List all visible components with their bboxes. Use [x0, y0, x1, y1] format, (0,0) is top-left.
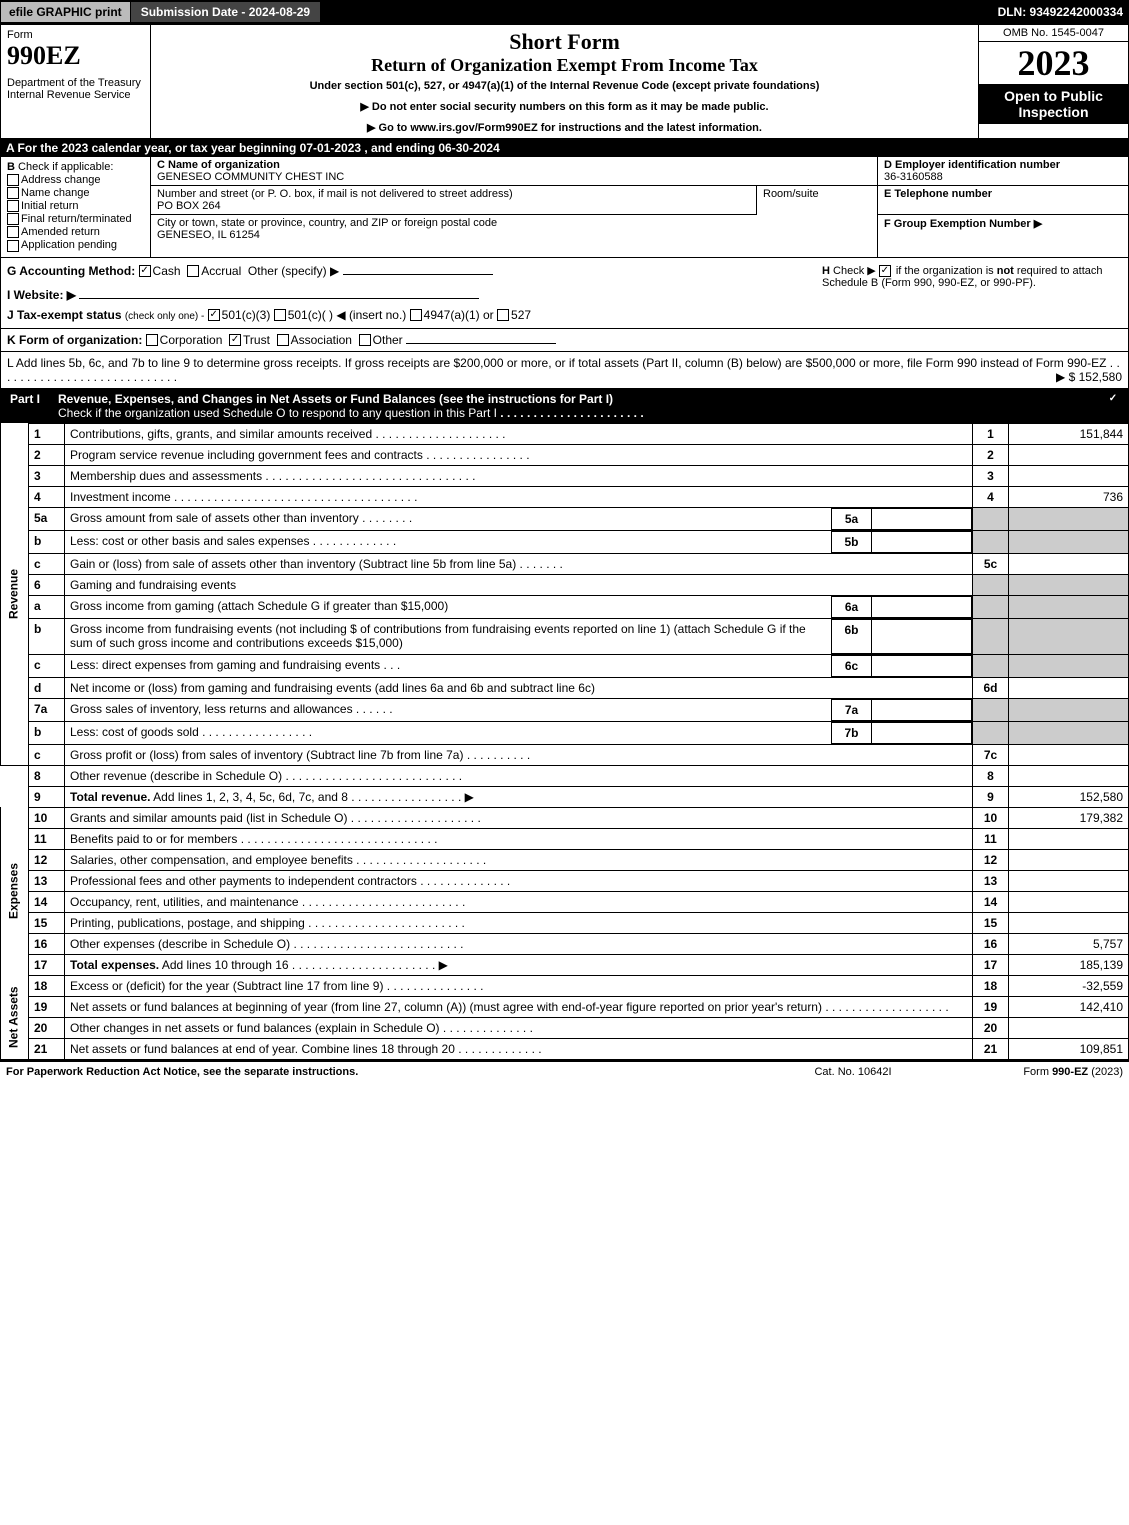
- title-return: Return of Organization Exempt From Incom…: [159, 55, 970, 76]
- section-bcdef: B Check if applicable: Address change Na…: [0, 157, 1129, 258]
- efile-print-button[interactable]: efile GRAPHIC print: [0, 1, 131, 23]
- row-gh: G Accounting Method: Cash Accrual Other …: [0, 258, 1129, 329]
- check-cash[interactable]: [139, 265, 151, 277]
- form-number: 990EZ: [7, 41, 144, 71]
- section-c: C Name of organization GENESEO COMMUNITY…: [151, 157, 878, 257]
- side-expenses: Expenses: [1, 807, 29, 975]
- check-corp[interactable]: [146, 334, 158, 346]
- line1-amount: 151,844: [1009, 423, 1129, 444]
- city-label: City or town, state or province, country…: [157, 217, 497, 229]
- h-text: Check ▶ if the organization is not requi…: [822, 265, 1103, 289]
- room-label: Room/suite: [757, 186, 877, 215]
- side-revenue: Revenue: [1, 423, 29, 765]
- check-assoc[interactable]: [277, 334, 289, 346]
- submission-date: Submission Date - 2024-08-29: [131, 2, 320, 22]
- line18-amount: -32,559: [1009, 975, 1129, 996]
- check-527[interactable]: [497, 309, 509, 321]
- omb-number: OMB No. 1545-0047: [979, 25, 1128, 42]
- line16-amount: 5,757: [1009, 933, 1129, 954]
- line17-amount: 185,139: [1009, 954, 1129, 975]
- part1-header: Part I Revenue, Expenses, and Changes in…: [0, 389, 1129, 423]
- check-h[interactable]: [879, 265, 891, 277]
- header-left: Form 990EZ Department of the Treasury In…: [1, 25, 151, 138]
- department: Department of the Treasury Internal Reve…: [7, 77, 144, 101]
- f-label: F Group Exemption Number ▶: [884, 218, 1042, 230]
- ein-value: 36-3160588: [884, 171, 943, 183]
- header-right: OMB No. 1545-0047 2023 Open to Public In…: [978, 25, 1128, 138]
- row-l: L Add lines 5b, 6c, and 7b to line 9 to …: [0, 352, 1129, 389]
- line21-amount: 109,851: [1009, 1038, 1129, 1059]
- tax-year: 2023: [979, 42, 1128, 84]
- form-ref: Form 990-EZ (2023): [943, 1066, 1123, 1078]
- section-b: B Check if applicable: Address change Na…: [1, 157, 151, 257]
- e-label: E Telephone number: [884, 188, 992, 200]
- cat-no: Cat. No. 10642I: [763, 1066, 943, 1078]
- gross-receipts: ▶ $ 152,580: [1056, 370, 1122, 384]
- street-label: Number and street (or P. O. box, if mail…: [157, 188, 513, 200]
- d-label: D Employer identification number: [884, 159, 1060, 171]
- row-a-tax-year: A For the 2023 calendar year, or tax yea…: [0, 139, 1129, 157]
- part1-tab: Part I: [0, 389, 50, 423]
- city-value: GENESEO, IL 61254: [157, 229, 260, 241]
- paperwork-notice: For Paperwork Reduction Act Notice, see …: [6, 1066, 763, 1078]
- c-name-label: C Name of organization: [157, 159, 280, 171]
- row-k: K Form of organization: Corporation Trus…: [0, 329, 1129, 352]
- check-amended[interactable]: Amended return: [7, 226, 144, 238]
- line19-amount: 142,410: [1009, 996, 1129, 1017]
- check-final-return[interactable]: Final return/terminated: [7, 213, 144, 225]
- subtitle: Under section 501(c), 527, or 4947(a)(1)…: [159, 80, 970, 92]
- dln: DLN: 93492242000334: [998, 5, 1129, 19]
- check-trust[interactable]: [229, 334, 241, 346]
- check-name-change[interactable]: Name change: [7, 187, 144, 199]
- check-address-change[interactable]: Address change: [7, 174, 144, 186]
- note-ssn: ▶ Do not enter social security numbers o…: [159, 100, 970, 113]
- form-header: Form 990EZ Department of the Treasury In…: [0, 24, 1129, 139]
- line4-amount: 736: [1009, 486, 1129, 507]
- check-4947[interactable]: [410, 309, 422, 321]
- top-bar: efile GRAPHIC print Submission Date - 20…: [0, 0, 1129, 24]
- header-middle: Short Form Return of Organization Exempt…: [151, 25, 978, 138]
- form-label: Form: [7, 29, 144, 41]
- title-short-form: Short Form: [159, 29, 970, 55]
- check-501c3[interactable]: [208, 309, 220, 321]
- check-501c[interactable]: [274, 309, 286, 321]
- check-accrual[interactable]: [187, 265, 199, 277]
- check-schedule-o[interactable]: [1107, 393, 1119, 405]
- section-def: D Employer identification number 36-3160…: [878, 157, 1128, 257]
- line9-amount: 152,580: [1009, 786, 1129, 807]
- street-value: PO BOX 264: [157, 200, 221, 212]
- check-initial-return[interactable]: Initial return: [7, 200, 144, 212]
- footer: For Paperwork Reduction Act Notice, see …: [0, 1060, 1129, 1082]
- line10-amount: 179,382: [1009, 807, 1129, 828]
- part1-table: Revenue 1Contributions, gifts, grants, a…: [0, 423, 1129, 1060]
- check-app-pending[interactable]: Application pending: [7, 239, 144, 251]
- note-link: ▶ Go to www.irs.gov/Form990EZ for instru…: [159, 121, 970, 134]
- open-to-public: Open to Public Inspection: [979, 84, 1128, 124]
- org-name: GENESEO COMMUNITY CHEST INC: [157, 171, 344, 183]
- check-other-org[interactable]: [359, 334, 371, 346]
- side-netassets: Net Assets: [1, 975, 29, 1059]
